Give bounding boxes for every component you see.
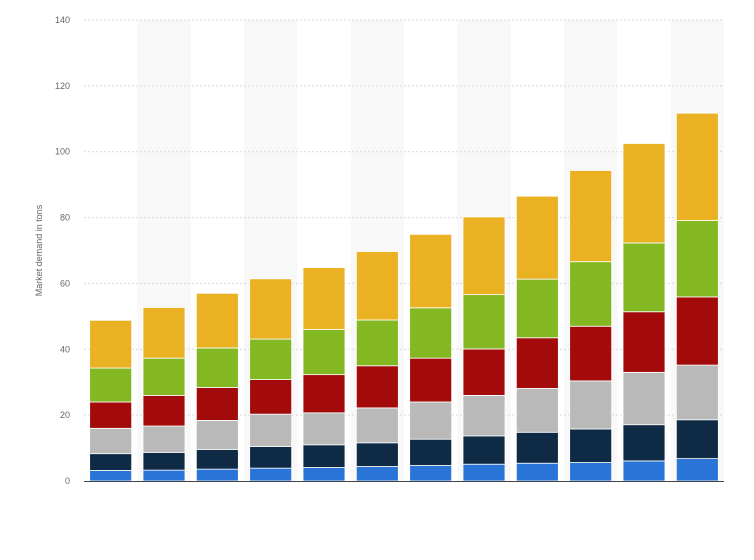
bar-segment[interactable] [622,460,666,482]
gridlines [84,19,724,416]
bar-segment[interactable] [675,112,719,221]
bar-segment[interactable] [622,371,666,426]
bar-segment[interactable] [675,364,719,421]
bar-segment[interactable] [622,311,666,373]
y-tick-label: 140 [55,15,70,25]
bar-segment[interactable] [89,319,133,369]
bar-segment[interactable] [89,470,133,482]
bar-segment[interactable] [302,412,346,446]
bar-segment[interactable] [515,337,559,389]
bar-segment[interactable] [515,462,559,482]
bar-segment[interactable] [142,357,186,396]
bar-segment[interactable] [569,462,613,482]
bar-segment[interactable] [355,365,399,409]
y-axis-title: Market demand in tons [34,204,44,296]
y-axis-ticks: 0 20 40 60 80 100 120 140 [55,15,70,486]
bar-segment[interactable] [195,387,239,421]
bar-segment[interactable] [675,220,719,298]
bar-segment[interactable] [462,216,506,296]
bar-segment[interactable] [195,448,239,470]
bar-segment[interactable] [195,420,239,450]
bar-segment[interactable] [195,468,239,482]
bar-segment[interactable] [302,374,346,414]
bar-segment[interactable] [89,453,133,471]
y-tick-label: 20 [60,410,70,420]
bar-segment[interactable] [89,427,133,455]
y-tick-label: 40 [60,344,70,354]
bar-segment[interactable] [569,428,613,463]
bar-segment[interactable] [249,446,293,469]
bar-segment[interactable] [622,424,666,462]
y-tick-label: 60 [60,278,70,288]
bar-segment[interactable] [675,419,719,460]
y-tick-label: 120 [55,81,70,91]
bar-segment[interactable] [622,242,666,313]
bar-segment[interactable] [249,413,293,447]
bar-segment[interactable] [409,438,453,466]
bar-segment[interactable] [142,469,186,482]
bar-segment[interactable] [569,170,613,263]
bar-segment[interactable] [142,425,186,453]
bar-segment[interactable] [409,401,453,440]
bar-segment[interactable] [462,294,506,350]
bar-segment[interactable] [462,463,506,482]
bar-segment[interactable] [355,466,399,482]
bar-segment[interactable] [195,347,239,388]
y-tick-label: 100 [55,147,70,157]
bar-segment[interactable] [142,394,186,427]
bar-segment[interactable] [355,319,399,367]
bar-segment[interactable] [409,465,453,482]
bar-segment[interactable] [462,348,506,396]
bar-segment[interactable] [302,329,346,376]
bar-segment[interactable] [569,325,613,382]
bar-segment[interactable] [515,388,559,433]
bar-segment[interactable] [675,296,719,366]
bar-segment[interactable] [515,431,559,464]
bar-segment[interactable] [89,367,133,403]
bar-segment[interactable] [409,307,453,359]
bar-segment[interactable] [355,251,399,321]
bar-segment[interactable] [409,357,453,403]
bar-segment[interactable] [462,435,506,465]
bar-segment[interactable] [302,467,346,482]
y-tick-label: 80 [60,213,70,223]
bar-segment[interactable] [569,261,613,327]
y-tick-label: 0 [65,476,70,486]
bar-segment[interactable] [569,380,613,430]
bar-segment[interactable] [195,292,239,349]
bar-segment[interactable] [675,458,719,482]
bar-segment[interactable] [355,407,399,444]
bar-segment[interactable] [515,278,559,339]
bar-segment[interactable] [249,278,293,340]
bar-segment[interactable] [462,394,506,437]
bar-segment[interactable] [249,338,293,380]
bar-segment[interactable] [302,444,346,468]
bar-segment[interactable] [249,467,293,482]
bars [89,112,719,482]
bar-segment[interactable] [142,451,186,471]
bar-segment[interactable] [302,267,346,330]
bar-segment[interactable] [89,401,133,429]
bar-segment[interactable] [355,442,399,467]
bar-segment[interactable] [622,143,666,244]
bar-segment[interactable] [515,195,559,280]
bar-segment[interactable] [142,307,186,359]
bar-segment[interactable] [249,379,293,415]
bar-segment[interactable] [409,233,453,309]
